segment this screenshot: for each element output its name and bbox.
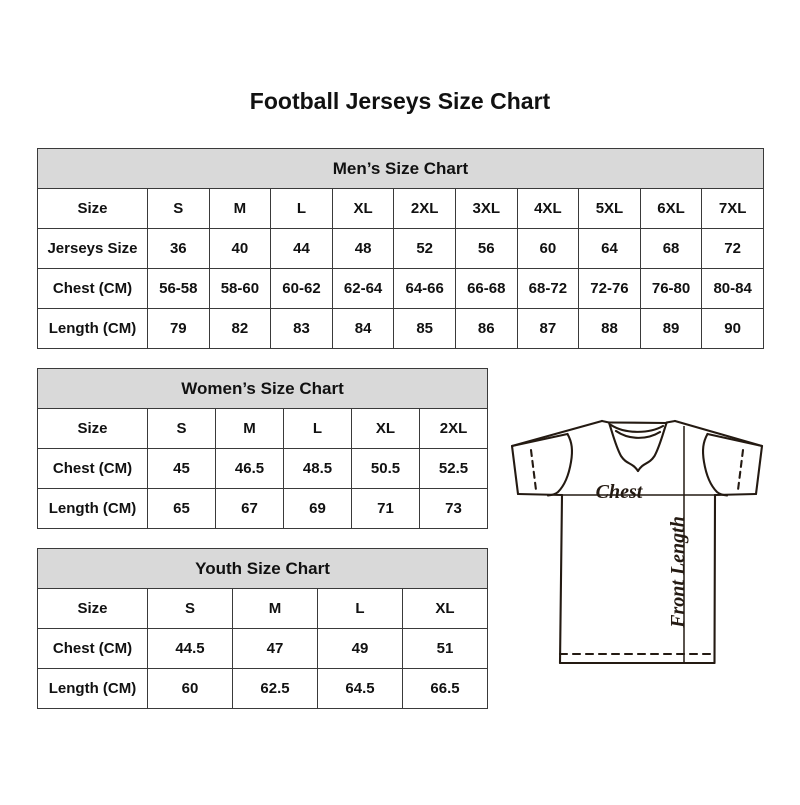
svg-text:Chest: Chest xyxy=(596,481,644,503)
svg-text:Front Length: Front Length xyxy=(667,516,689,629)
